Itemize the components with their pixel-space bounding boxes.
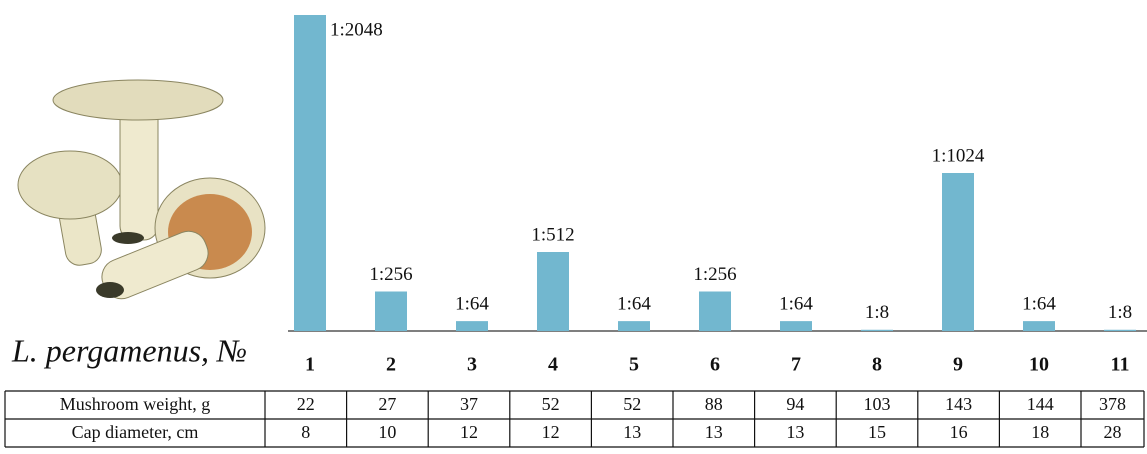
bar [456, 321, 488, 331]
bar [780, 321, 812, 331]
category-label: 6 [710, 354, 720, 376]
table-cell: 12 [542, 422, 560, 442]
category-label: 5 [629, 354, 639, 376]
table-cell: 15 [868, 422, 886, 442]
value-label: 1:8 [1108, 302, 1132, 323]
page: {"chart_data": { "type": "bar", "categor… [0, 0, 1147, 449]
value-label: 1:2048 [330, 19, 383, 40]
mushroom-illustration [18, 80, 265, 304]
bar [861, 330, 893, 331]
category-label: 3 [467, 354, 477, 376]
table-cell: 13 [786, 422, 804, 442]
value-label: 1:1024 [932, 145, 985, 166]
value-label: 1:64 [779, 293, 813, 314]
category-label: 4 [548, 354, 558, 376]
table-cell: 13 [705, 422, 723, 442]
category-label: 1 [305, 354, 315, 376]
bar [942, 173, 974, 331]
table-cell: 28 [1104, 422, 1122, 442]
bar [699, 292, 731, 332]
value-label: 1:64 [455, 293, 489, 314]
category-label: 2 [386, 354, 396, 376]
bar [294, 15, 326, 331]
table-cell: 144 [1027, 394, 1054, 414]
row-label: Cap diameter, cm [72, 422, 199, 442]
table-cell: 13 [623, 422, 641, 442]
category-label: 10 [1029, 354, 1049, 376]
category-label: 8 [872, 354, 882, 376]
bar [618, 321, 650, 331]
bar [375, 292, 407, 332]
category-label: 7 [791, 354, 801, 376]
table-cell: 52 [542, 394, 560, 414]
value-label: 1:8 [865, 302, 889, 323]
chart: L. pergamenus, № 1:2048 1 1:256 2 1:64 3 1:512… [0, 0, 1147, 449]
table-cell: 88 [705, 394, 723, 414]
category-label: 9 [953, 354, 963, 376]
table-cell: 103 [864, 394, 891, 414]
bar [1104, 330, 1136, 331]
table-cell: 94 [786, 394, 804, 414]
row-label: Mushroom weight, g [60, 394, 211, 414]
value-label: 1:256 [693, 264, 736, 285]
table-cell: 27 [378, 394, 396, 414]
table-cell: 10 [378, 422, 396, 442]
table-cell: 18 [1031, 422, 1049, 442]
value-label: 1:512 [531, 224, 574, 245]
table-cell: 143 [945, 394, 972, 414]
category-label: 11 [1111, 354, 1130, 376]
table-cell: 12 [460, 422, 478, 442]
bar [537, 252, 569, 331]
value-label: 1:64 [617, 293, 651, 314]
category-axis-label: L. pergamenus, № [11, 332, 247, 368]
table-cell: 8 [301, 422, 310, 442]
bar [1023, 321, 1055, 331]
table-cell: 37 [460, 394, 478, 414]
table-cell: 22 [297, 394, 315, 414]
table-cell: 52 [623, 394, 641, 414]
table-cell: 16 [950, 422, 968, 442]
value-label: 1:256 [369, 264, 412, 285]
table-cell: 378 [1099, 394, 1126, 414]
value-label: 1:64 [1022, 293, 1056, 314]
